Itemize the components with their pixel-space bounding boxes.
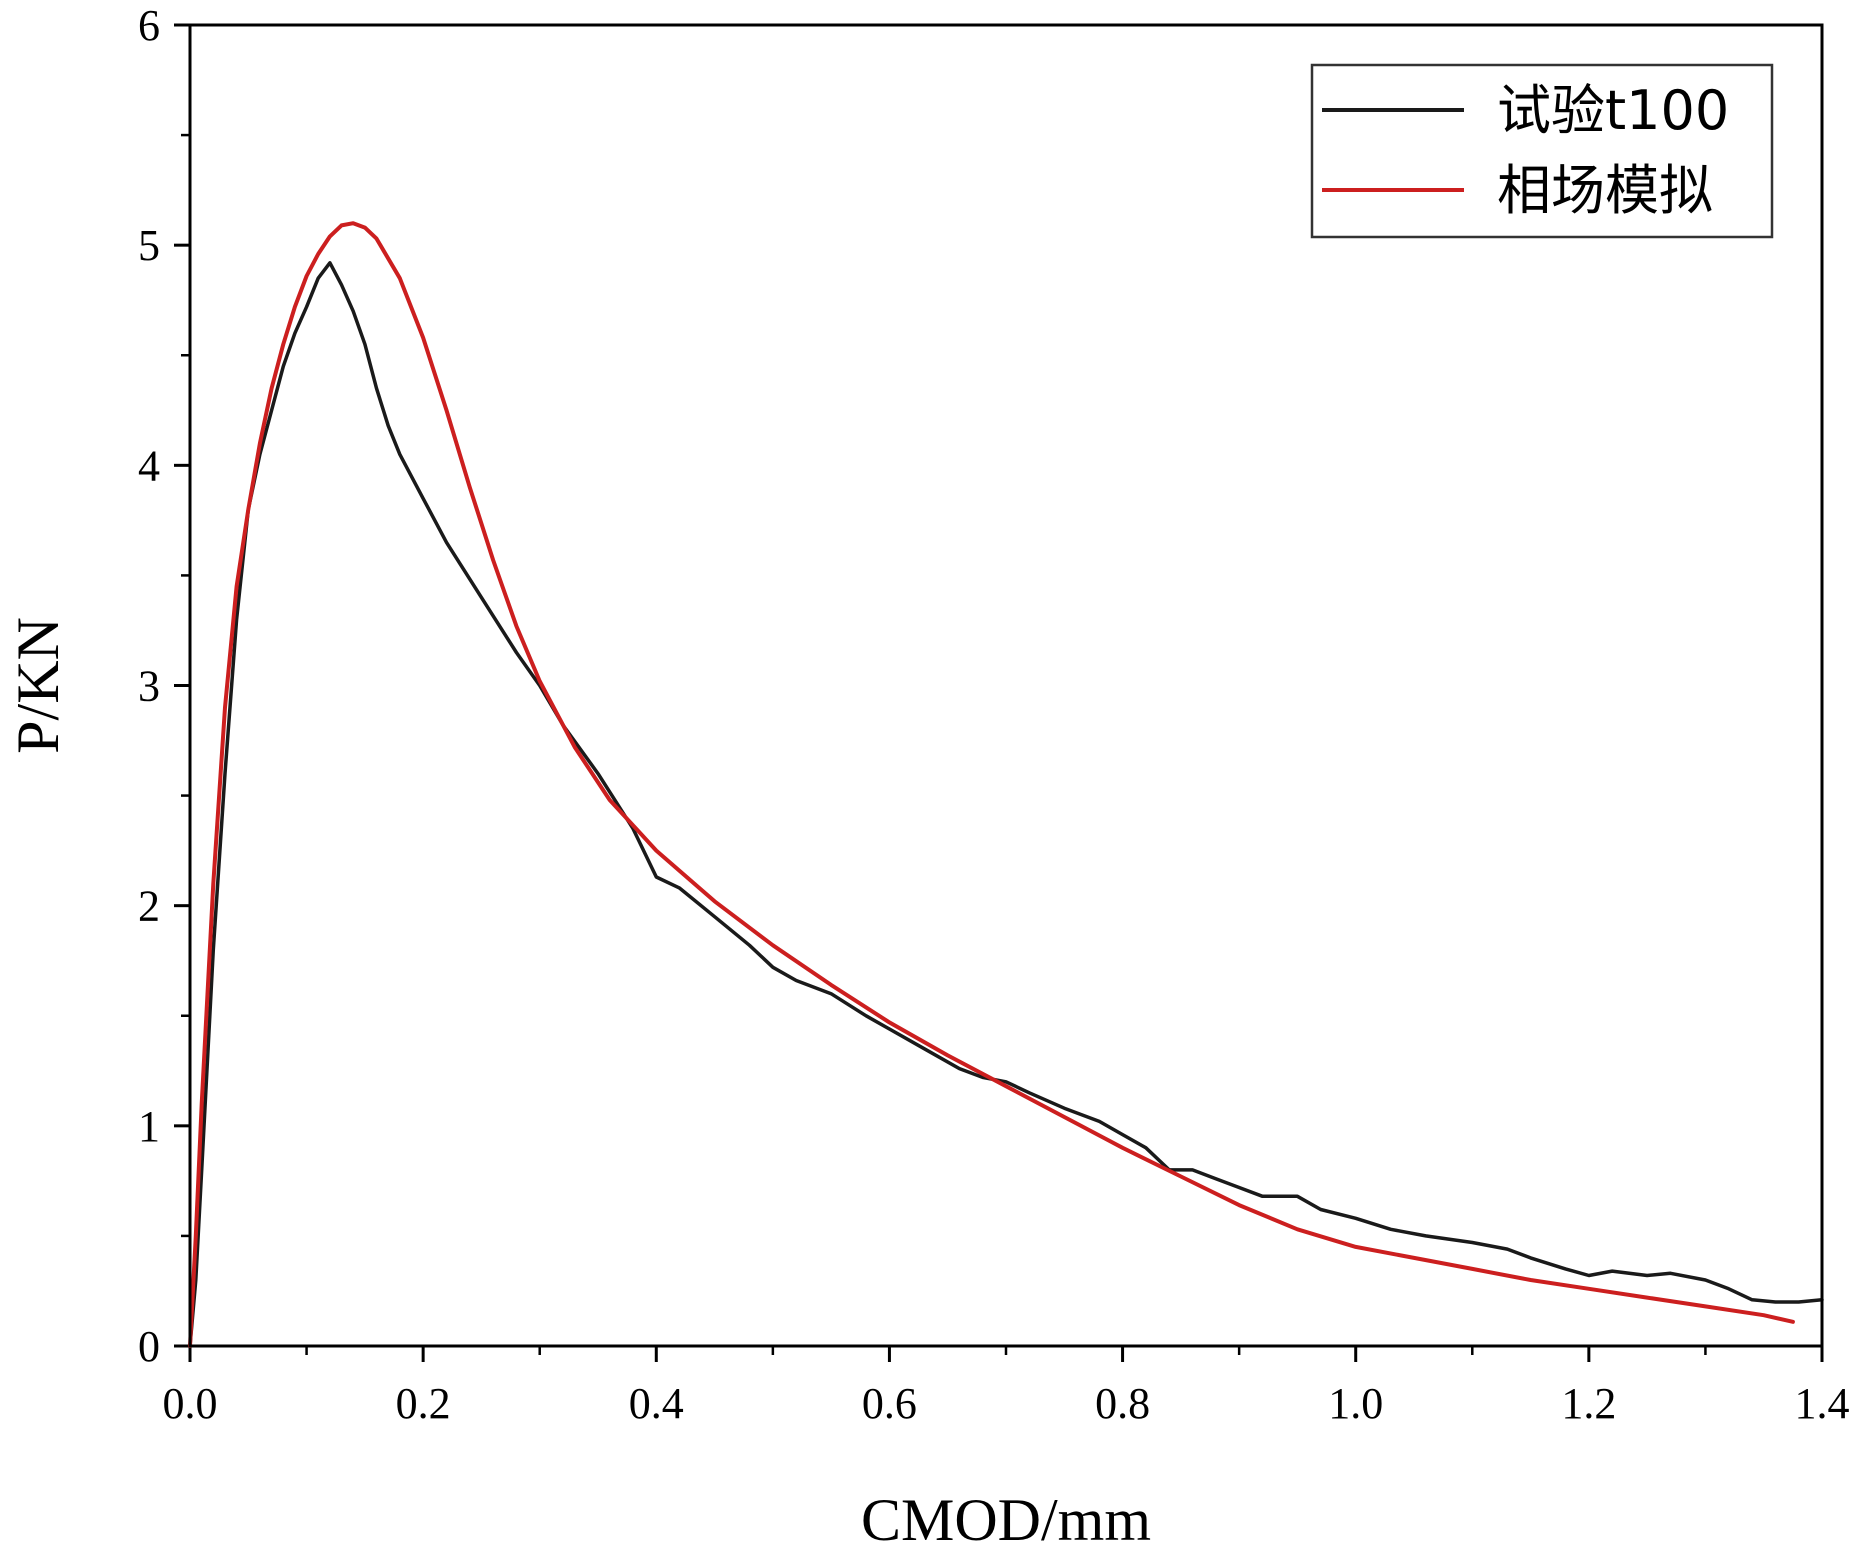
major-ticks	[174, 23, 1824, 1362]
series-line-experiment	[188, 261, 1824, 1348]
series-line-phase-field	[188, 221, 1795, 1348]
y-tick-label: 4	[138, 441, 160, 490]
legend-label-experiment: 试验t100	[1497, 79, 1729, 142]
x-tick-label: 1.4	[1795, 1379, 1850, 1428]
x-tick-label: 0.6	[862, 1379, 917, 1428]
series-layer	[188, 221, 1824, 1348]
y-axis-title: P/KN	[5, 617, 71, 754]
x-tick-label: 1.2	[1561, 1379, 1616, 1428]
minor-ticks	[181, 133, 1707, 1355]
y-tick-label: 1	[138, 1102, 160, 1151]
legend: 试验t100 相场模拟	[1310, 63, 1774, 239]
x-tick-label: 0.0	[163, 1379, 218, 1428]
y-tick-label: 0	[138, 1322, 160, 1371]
y-tick-label: 5	[138, 221, 160, 270]
x-axis-title: CMOD/mm	[861, 1487, 1151, 1552]
y-tick-label: 3	[138, 662, 160, 711]
x-tick-label: 1.0	[1328, 1379, 1383, 1428]
y-tick-label: 2	[138, 882, 160, 931]
y-tick-label: 6	[138, 1, 160, 50]
legend-label-phase-field: 相场模拟	[1497, 159, 1713, 222]
tick-labels: 0.0 0.2 0.4 0.6 0.8 1.0 1.2 1.4 0 1 2 3 4 5 6	[138, 1, 1850, 1428]
x-tick-label: 0.4	[629, 1379, 684, 1428]
plot-area-frame	[188, 23, 1824, 1348]
legend-box	[1310, 63, 1774, 239]
x-tick-label: 0.2	[396, 1379, 451, 1428]
x-tick-label: 0.8	[1095, 1379, 1150, 1428]
